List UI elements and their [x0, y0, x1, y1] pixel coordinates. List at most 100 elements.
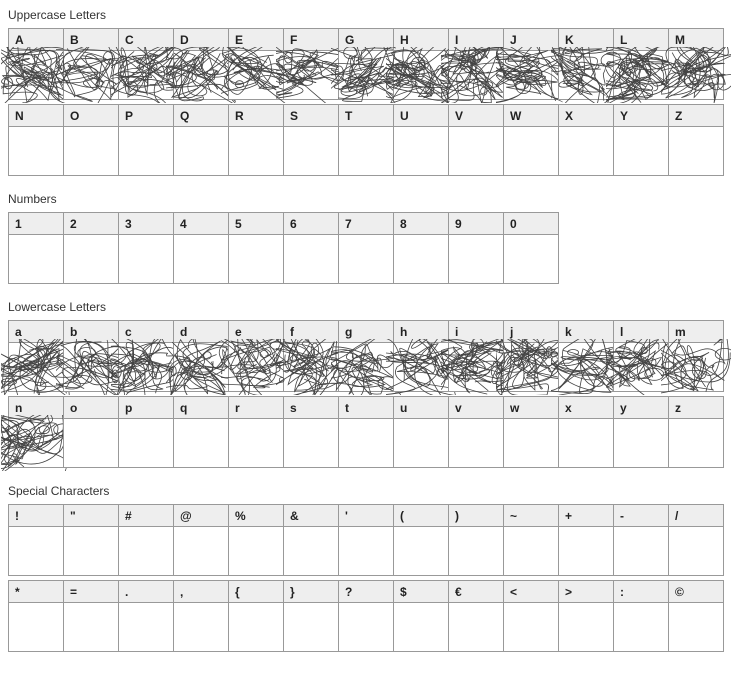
char-cell[interactable]: g [338, 320, 394, 392]
char-cell[interactable]: 7 [338, 212, 394, 284]
char-cell[interactable]: ! [8, 504, 64, 576]
char-cell[interactable]: 0 [503, 212, 559, 284]
char-cell[interactable]: P [118, 104, 174, 176]
char-glyph-area [119, 235, 173, 283]
char-cell[interactable]: ' [338, 504, 394, 576]
char-cell[interactable]: : [613, 580, 669, 652]
char-cell[interactable]: 4 [173, 212, 229, 284]
char-cell[interactable]: - [613, 504, 669, 576]
char-cell[interactable]: / [668, 504, 724, 576]
char-cell[interactable]: & [283, 504, 339, 576]
char-cell[interactable]: + [558, 504, 614, 576]
char-cell[interactable]: 8 [393, 212, 449, 284]
char-cell[interactable]: p [118, 396, 174, 468]
char-cell[interactable]: # [118, 504, 174, 576]
char-cell[interactable]: G [338, 28, 394, 100]
char-cell[interactable]: A [8, 28, 64, 100]
char-cell[interactable]: { [228, 580, 284, 652]
char-cell[interactable]: f [283, 320, 339, 392]
char-cell[interactable]: ~ [503, 504, 559, 576]
char-cell[interactable]: M [668, 28, 724, 100]
char-cell[interactable]: X [558, 104, 614, 176]
char-label: U [394, 105, 448, 127]
char-cell[interactable]: N [8, 104, 64, 176]
char-cell[interactable]: ? [338, 580, 394, 652]
char-cell[interactable]: " [63, 504, 119, 576]
char-cell[interactable]: W [503, 104, 559, 176]
char-cell[interactable]: % [228, 504, 284, 576]
char-cell[interactable]: > [558, 580, 614, 652]
char-glyph-area [9, 603, 63, 651]
char-cell[interactable]: q [173, 396, 229, 468]
char-cell[interactable]: * [8, 580, 64, 652]
char-label: $ [394, 581, 448, 603]
char-cell[interactable]: } [283, 580, 339, 652]
char-cell[interactable]: , [173, 580, 229, 652]
char-cell[interactable]: I [448, 28, 504, 100]
char-glyph-area [119, 343, 173, 391]
char-cell[interactable]: y [613, 396, 669, 468]
char-cell[interactable]: S [283, 104, 339, 176]
char-cell[interactable]: a [8, 320, 64, 392]
char-cell[interactable]: h [393, 320, 449, 392]
char-cell[interactable]: z [668, 396, 724, 468]
char-cell[interactable]: H [393, 28, 449, 100]
char-cell[interactable]: s [283, 396, 339, 468]
char-cell[interactable]: € [448, 580, 504, 652]
char-cell[interactable]: j [503, 320, 559, 392]
char-cell[interactable]: o [63, 396, 119, 468]
char-cell[interactable]: R [228, 104, 284, 176]
char-cell[interactable]: 6 [283, 212, 339, 284]
char-cell[interactable]: V [448, 104, 504, 176]
char-cell[interactable]: u [393, 396, 449, 468]
char-cell[interactable]: k [558, 320, 614, 392]
char-cell[interactable]: U [393, 104, 449, 176]
char-cell[interactable]: r [228, 396, 284, 468]
char-cell[interactable]: e [228, 320, 284, 392]
char-cell[interactable]: Y [613, 104, 669, 176]
char-cell[interactable]: E [228, 28, 284, 100]
char-cell[interactable]: $ [393, 580, 449, 652]
char-cell[interactable]: n [8, 396, 64, 468]
char-cell[interactable]: @ [173, 504, 229, 576]
char-cell[interactable]: 5 [228, 212, 284, 284]
char-cell[interactable]: 2 [63, 212, 119, 284]
char-cell[interactable]: c [118, 320, 174, 392]
char-cell[interactable]: O [63, 104, 119, 176]
char-cell[interactable]: w [503, 396, 559, 468]
char-cell[interactable]: t [338, 396, 394, 468]
char-cell[interactable]: C [118, 28, 174, 100]
char-glyph-area [504, 235, 558, 283]
char-cell[interactable]: J [503, 28, 559, 100]
char-cell[interactable]: v [448, 396, 504, 468]
char-cell[interactable]: Z [668, 104, 724, 176]
char-cell[interactable]: < [503, 580, 559, 652]
char-cell[interactable]: F [283, 28, 339, 100]
char-glyph-area [339, 527, 393, 575]
char-cell[interactable]: m [668, 320, 724, 392]
char-cell[interactable]: x [558, 396, 614, 468]
char-cell[interactable]: i [448, 320, 504, 392]
char-cell[interactable]: b [63, 320, 119, 392]
char-cell[interactable]: B [63, 28, 119, 100]
char-label: : [614, 581, 668, 603]
char-cell[interactable]: 9 [448, 212, 504, 284]
char-cell[interactable]: 3 [118, 212, 174, 284]
char-cell[interactable]: d [173, 320, 229, 392]
char-cell[interactable]: K [558, 28, 614, 100]
char-glyph-area [614, 419, 668, 467]
char-cell[interactable]: l [613, 320, 669, 392]
char-cell[interactable]: 1 [8, 212, 64, 284]
char-cell[interactable]: = [63, 580, 119, 652]
char-cell[interactable]: . [118, 580, 174, 652]
char-glyph-area [559, 51, 613, 99]
char-cell[interactable]: T [338, 104, 394, 176]
char-cell[interactable]: ) [448, 504, 504, 576]
char-glyph-area [339, 419, 393, 467]
char-cell[interactable]: ( [393, 504, 449, 576]
char-cell[interactable]: L [613, 28, 669, 100]
char-label: s [284, 397, 338, 419]
char-cell[interactable]: © [668, 580, 724, 652]
char-cell[interactable]: Q [173, 104, 229, 176]
char-cell[interactable]: D [173, 28, 229, 100]
